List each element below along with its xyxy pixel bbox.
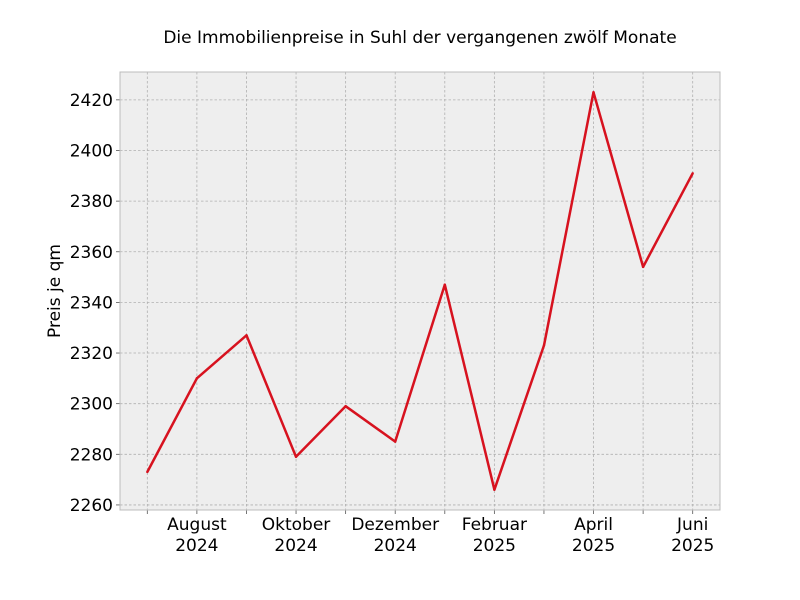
data-point (493, 488, 496, 491)
y-tick-label: 2280 (70, 445, 113, 465)
y-tick-label: 2260 (70, 496, 113, 516)
x-tick-label-line: April (574, 515, 613, 535)
y-tick-label: 2420 (70, 91, 113, 111)
data-point (691, 172, 694, 175)
y-tick-label: 2380 (70, 192, 113, 212)
x-tick-label: Juni 2025 (671, 515, 714, 556)
chart-title: Die Immobilienpreise in Suhl der vergang… (163, 28, 676, 48)
x-tick-label-line: Oktober (262, 515, 331, 535)
grid (120, 72, 720, 510)
x-tick-label-line: 2024 (175, 536, 218, 556)
x-tick-label-line: Dezember (351, 515, 439, 535)
x-tick-label-line: Juni (676, 515, 708, 535)
x-tick-label: Februar 2025 (462, 515, 527, 556)
data-point (542, 344, 546, 347)
data-point (146, 470, 149, 474)
data-point (443, 283, 446, 286)
data-point (394, 440, 397, 443)
x-tick-label-line: August (167, 515, 227, 535)
data-point (245, 334, 248, 337)
axis-ticks: 2260 2280 2300 2320 2340 2360 2380 2400 2420 Augu… (70, 91, 715, 556)
data-point (641, 265, 645, 269)
y-tick-label: 2300 (70, 395, 113, 415)
y-tick-label: 2360 (70, 243, 113, 263)
x-tick-label: Oktober 2024 (262, 515, 331, 556)
data-point (195, 377, 199, 380)
data-point (592, 91, 595, 94)
plot-frame (119, 71, 721, 511)
y-tick-label: 2340 (70, 293, 113, 313)
x-tick-label-line: 2024 (374, 536, 417, 556)
x-tick-label-line: 2024 (274, 536, 317, 556)
plot-area (120, 72, 720, 510)
series-line (146, 91, 694, 491)
data-point (344, 404, 347, 408)
y-tick-label: 2400 (70, 141, 113, 161)
series-layer (146, 91, 694, 491)
y-tick-label: 2320 (70, 344, 113, 364)
y-axis-label: Preis je qm (45, 244, 65, 338)
x-tick-label-line: Februar (462, 515, 527, 535)
x-tick-label-line: 2025 (671, 536, 714, 556)
x-tick-label: August 2024 (167, 515, 227, 556)
data-point (294, 455, 298, 459)
x-tick-label: April 2025 (572, 515, 615, 556)
x-tick-label: Dezember 2024 (351, 515, 439, 556)
x-tick-label-line: 2025 (473, 536, 516, 556)
x-tick-label-line: 2025 (572, 536, 615, 556)
